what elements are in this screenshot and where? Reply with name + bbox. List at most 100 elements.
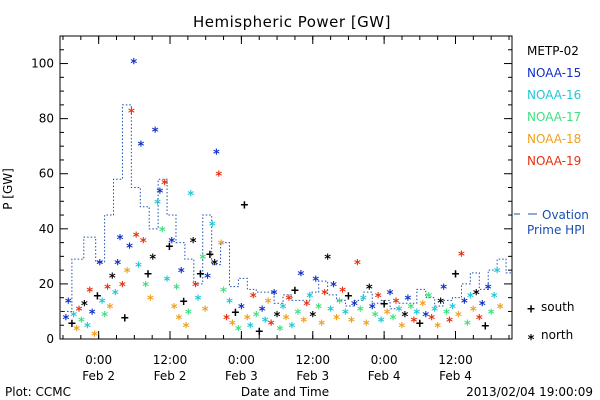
data-point: * <box>123 266 131 281</box>
data-point: * <box>419 299 427 314</box>
x-tick-date: Feb 4 <box>439 369 472 383</box>
data-point: * <box>130 57 138 72</box>
data-point: * <box>327 305 335 320</box>
data-point: * <box>463 318 471 333</box>
footer-timestamp: 2013/02/04 19:00:09 <box>466 385 593 399</box>
data-point: * <box>431 305 439 320</box>
data-point: * <box>80 299 88 314</box>
data-point: * <box>73 324 81 339</box>
x-tick-time: 0:00 <box>228 353 255 367</box>
data-point: * <box>237 302 245 317</box>
data-point: * <box>163 274 171 289</box>
data-point: * <box>161 178 169 193</box>
x-tick-date: Feb 3 <box>225 369 258 383</box>
data-point: * <box>104 283 112 298</box>
data-point: * <box>223 313 231 328</box>
data-point: * <box>168 236 176 251</box>
data-point: * <box>220 285 228 300</box>
data-point: * <box>330 280 338 295</box>
data-point: * <box>475 313 483 328</box>
data-point: * <box>466 291 474 306</box>
data-point: * <box>362 318 370 333</box>
data-point: * <box>282 313 290 328</box>
data-point: * <box>288 321 296 336</box>
data-point: * <box>434 321 442 336</box>
data-point: * <box>151 126 159 141</box>
data-point: * <box>365 283 373 298</box>
legend-marker-symbol: * <box>527 333 535 348</box>
x-axis: 0:00 Feb 2 12:00 Feb 2 0:00 Feb 3 12:00 Feb 3 0:… <box>62 36 510 383</box>
data-point: * <box>422 310 430 325</box>
y-axis-label: P [GW] <box>1 168 15 210</box>
data-point: * <box>377 316 385 331</box>
x-tick-time: 12:00 <box>153 353 188 367</box>
data-point: * <box>137 139 145 154</box>
x-tick-date: Feb 4 <box>368 369 401 383</box>
ovation-prime-hpi-line <box>60 104 512 312</box>
data-point: + <box>94 289 102 304</box>
data-point: * <box>213 148 221 163</box>
data-point: * <box>173 283 181 298</box>
data-point: * <box>252 310 260 325</box>
x-tick-time: 0:00 <box>85 353 112 367</box>
data-point: * <box>374 291 382 306</box>
data-point: * <box>192 280 200 295</box>
data-point: * <box>135 261 143 276</box>
data-point: * <box>158 225 166 240</box>
data-point: * <box>318 318 326 333</box>
legend-ovation-label-2: Prime HPI <box>527 223 585 237</box>
data-point: + <box>206 248 214 263</box>
data-point: * <box>428 313 436 328</box>
data-point: + <box>291 283 299 298</box>
data-point: + <box>180 294 188 309</box>
data-point: * <box>194 294 202 309</box>
data-point: * <box>119 280 127 295</box>
data-point: * <box>96 258 104 273</box>
data-point: * <box>114 258 122 273</box>
data-point: * <box>106 302 114 317</box>
data-point: * <box>294 307 302 322</box>
legend-entry: NOAA-16 <box>527 88 581 102</box>
data-point: * <box>395 305 403 320</box>
y-tick-label: 0 <box>46 332 54 346</box>
data-point: * <box>413 307 421 322</box>
legend-ovation-label: Ovation <box>542 208 589 222</box>
data-point: * <box>146 294 154 309</box>
data-point: * <box>215 170 223 185</box>
data-point: * <box>455 310 463 325</box>
data-point: * <box>285 294 293 309</box>
data-point: * <box>487 307 495 322</box>
data-point: * <box>446 316 454 331</box>
data-point: * <box>273 310 281 325</box>
data-point: * <box>217 239 225 254</box>
data-point: + <box>68 316 76 331</box>
data-point: * <box>484 283 492 298</box>
data-point: * <box>404 294 412 309</box>
data-point: * <box>235 324 243 339</box>
x-axis-label: Date and Time <box>241 385 329 399</box>
data-point: * <box>270 288 278 303</box>
data-point: * <box>226 296 234 311</box>
y-axis: 0 20 40 60 80 100 <box>31 49 512 346</box>
data-point: * <box>75 305 83 320</box>
data-point: * <box>443 307 451 322</box>
data-point: * <box>101 310 109 325</box>
data-point: * <box>461 296 469 311</box>
data-point: * <box>472 288 480 303</box>
y-tick-label: 100 <box>31 57 54 71</box>
legend-marker-label: south <box>541 300 575 314</box>
data-point: + <box>380 297 388 312</box>
data-point: * <box>342 307 350 322</box>
data-point: * <box>333 313 341 328</box>
data-point: * <box>321 288 329 303</box>
y-tick-label: 40 <box>39 222 54 236</box>
data-point: * <box>469 305 477 320</box>
data-point: * <box>77 316 85 331</box>
data-point: * <box>386 288 394 303</box>
data-point: * <box>350 299 358 314</box>
data-point: * <box>440 283 448 298</box>
data-point: * <box>139 236 147 251</box>
data-point: * <box>154 197 162 212</box>
data-point: * <box>478 299 486 314</box>
legend-marker-label: north <box>541 328 573 342</box>
